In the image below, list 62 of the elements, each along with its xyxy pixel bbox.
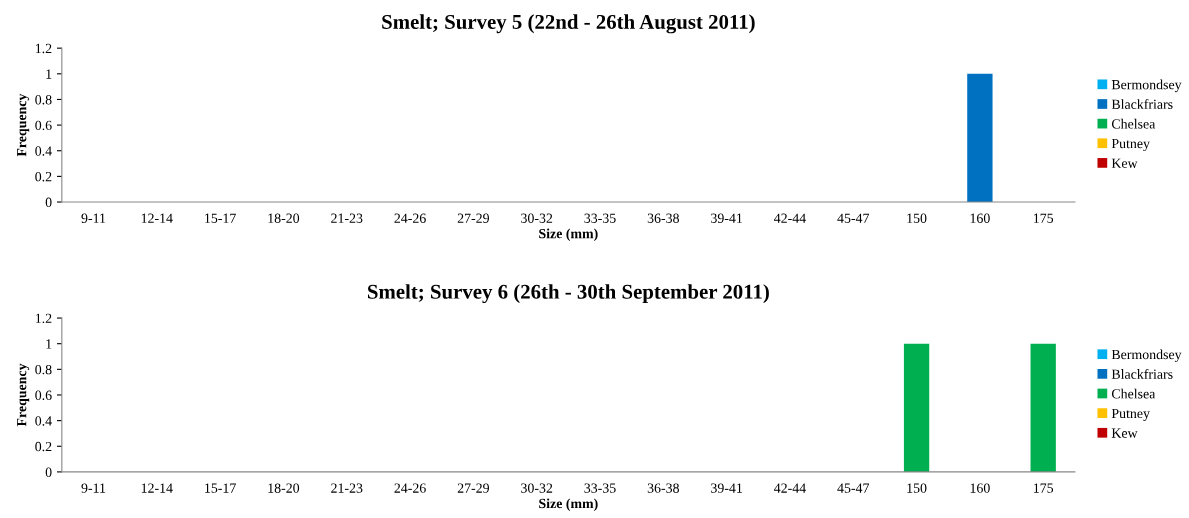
x-tick-label: 30-32 [521,483,553,493]
legend-label: Kew [1111,158,1138,168]
y-tick-label: 0.8 [35,95,52,105]
x-tick-label: 18-20 [268,213,300,223]
y-axis-title: Frequency [17,93,30,157]
legend-label: Kew [1111,428,1138,438]
y-tick-label: 1.2 [35,43,52,54]
y-tick-label: 0 [45,197,52,207]
y-tick-label: 0.6 [35,390,52,400]
x-tick-label: 27-29 [457,213,489,223]
x-tick-label: 160 [970,213,990,223]
y-tick-label: 1.2 [35,313,52,324]
x-axis-title: Size (mm) [539,228,598,242]
legend-label: Bermondsey [1111,349,1182,363]
y-tick-label: 0.2 [35,441,52,452]
x-axis-title: Size (mm) [539,498,598,511]
chart-title: Smelt; Survey 6 (26th - 30th September 2011) [367,284,769,304]
x-tick-label: 18-20 [268,483,300,493]
x-tick-label: 21-23 [331,483,363,493]
x-tick-label: 9-11 [81,213,106,223]
y-tick-label: 0 [45,467,52,477]
x-tick-label: 12-14 [141,483,173,493]
x-tick-label: 42-44 [774,213,806,223]
legend-label: Putney [1111,408,1150,421]
y-tick-label: 0.4 [35,146,52,156]
x-tick-label: 175 [1034,213,1054,223]
x-tick-label: 36-38 [647,213,679,223]
y-tick-label: 0.2 [35,171,52,182]
y-axis-title: Frequency [17,363,30,427]
x-tick-label: 30-32 [521,213,553,223]
y-tick-label: 0.6 [35,120,52,131]
x-tick-label: 15-17 [205,483,236,493]
legend-label: Blackfriars [1111,368,1173,379]
y-tick-label: 1 [46,339,52,349]
x-tick-label: 27-29 [457,483,489,493]
x-tick-label: 150 [907,483,927,493]
x-tick-label: 36-38 [647,483,679,493]
x-tick-label: 42-44 [774,483,806,493]
x-tick-label: 9-11 [81,483,106,493]
x-tick-label: 150 [907,213,927,223]
legend-label: Bermondsey [1111,79,1182,93]
y-tick-label: 0.8 [35,364,52,375]
x-tick-label: 24-26 [394,483,426,493]
legend-label: Blackfriars [1111,99,1173,109]
x-tick-label: 45-47 [837,213,870,223]
legend-label: Chelsea [1111,118,1156,129]
x-tick-label: 33-35 [584,483,616,493]
legend-label: Chelsea [1111,388,1156,399]
x-tick-label: 12-14 [141,213,173,223]
y-tick-label: 0.4 [35,416,52,426]
x-tick-label: 160 [970,483,990,493]
y-tick-label: 1 [46,69,52,79]
legend-label: Putney [1111,139,1150,152]
x-tick-label: 39-41 [711,213,742,223]
x-tick-label: 175 [1034,483,1054,493]
x-tick-label: 15-17 [205,213,236,223]
x-tick-label: 45-47 [837,483,870,493]
x-tick-label: 39-41 [711,483,742,493]
x-tick-label: 33-35 [584,213,616,223]
x-tick-label: 24-26 [394,213,426,223]
x-tick-label: 21-23 [331,213,363,223]
chart-title: Smelt; Survey 5 (22nd - 26th August 2011) [382,14,755,34]
